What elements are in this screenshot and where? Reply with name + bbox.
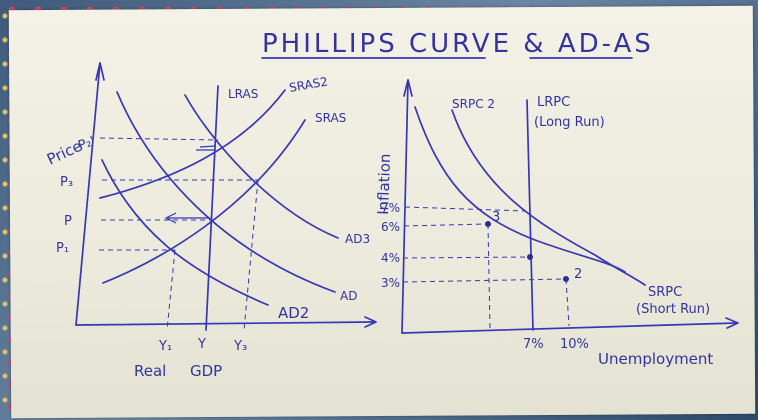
lrpc-label: LRPC xyxy=(537,95,570,110)
sras-curve xyxy=(102,119,306,284)
output-label-y1: Y₁ xyxy=(158,339,172,354)
ad3-label: AD3 xyxy=(345,232,370,246)
point-3-label: 3 xyxy=(492,210,500,225)
phillips-curve-diagram: 3 2 Inflation 7% 6% 4% 3% 7% 10% Unemplo… xyxy=(374,79,739,368)
inflation-7-guide xyxy=(404,206,527,212)
ad3-curve xyxy=(184,94,339,239)
left-y-axis xyxy=(75,62,101,326)
inflation-label-4: 4% xyxy=(381,251,400,265)
point-3-drop-line xyxy=(487,223,491,331)
unemployment-label-10: 10% xyxy=(560,337,589,352)
y1-guide-line xyxy=(166,249,176,331)
point-2-marker xyxy=(563,276,569,282)
lras-curve xyxy=(205,85,219,331)
left-x-axis xyxy=(75,321,375,326)
point-3-marker xyxy=(485,221,491,227)
price-label-p: P xyxy=(64,214,72,229)
price-label-p1: P₁ xyxy=(56,241,69,256)
srpc2-curve xyxy=(414,106,626,273)
output-label-y3: Y₃ xyxy=(233,339,247,354)
inflation-label-3: 3% xyxy=(381,276,400,290)
point-2-label: 2 xyxy=(574,267,582,282)
ad-curve xyxy=(116,91,336,293)
lras-label: LRAS xyxy=(228,87,258,101)
inflation-label-7: 7% xyxy=(381,201,400,215)
equilibrium-arrow xyxy=(196,145,216,151)
output-label-y: Y xyxy=(197,337,206,352)
unemployment-axis-label: Unemployment xyxy=(598,350,713,368)
right-y-axis xyxy=(401,79,409,334)
srpc-label: SRPC xyxy=(648,285,682,300)
sras-label: SRAS xyxy=(315,111,346,125)
y3-guide-line xyxy=(243,179,259,331)
x-axis-label-gdp: GDP xyxy=(190,362,222,380)
srpc-curve xyxy=(451,109,646,286)
ad2-label: AD2 xyxy=(278,304,309,322)
lrpc-note: (Long Run) xyxy=(534,115,605,130)
inflation-axis-label: Inflation xyxy=(374,153,394,215)
inflation-6-guide xyxy=(403,223,489,227)
inflation-label-6: 6% xyxy=(381,220,400,234)
point-1-marker xyxy=(527,254,533,260)
srpc-note: (Short Run) xyxy=(636,302,710,317)
diagram-title: PHILLIPS CURVE & AD-AS xyxy=(262,29,654,59)
inflation-4-guide xyxy=(402,256,531,259)
point-2-drop-line xyxy=(565,278,570,327)
price-label-p2: P₂' xyxy=(76,134,97,154)
inflation-3-guide xyxy=(402,278,567,283)
right-x-axis-arrow xyxy=(725,317,739,329)
x-axis-label-real: Real xyxy=(134,362,166,380)
left-x-axis-arrow xyxy=(364,316,377,328)
p2-guide-line xyxy=(99,137,219,141)
unemployment-label-7: 7% xyxy=(523,337,544,352)
sras2-curve xyxy=(99,89,286,199)
right-x-axis xyxy=(401,322,737,334)
left-shift-arrow xyxy=(164,212,210,224)
price-label-p3: P₃ xyxy=(60,175,73,190)
srpc2-label: SRPC 2 xyxy=(452,97,495,111)
ad-as-diagram: Price P₂' P₃ P P₁ Y₁ Y Y₃ Real GDP LRAS … xyxy=(44,62,377,380)
sras2-label: SRAS2 xyxy=(288,74,329,95)
ad2-curve xyxy=(101,159,269,306)
ad-label: AD xyxy=(340,289,357,303)
